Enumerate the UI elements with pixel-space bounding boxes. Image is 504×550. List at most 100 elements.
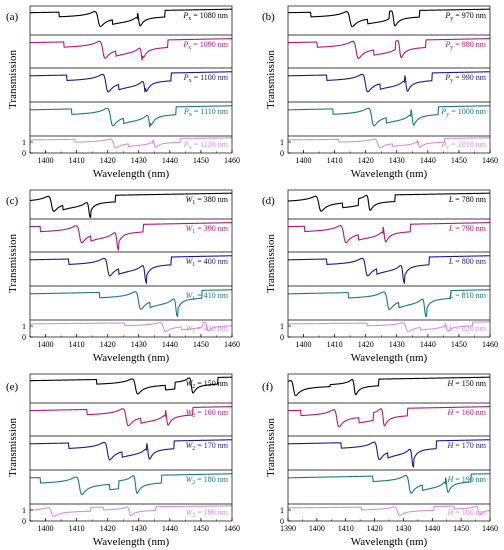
- x-axis-label: Wavelength (nm): [93, 168, 170, 180]
- y-tick-label: 1: [22, 506, 26, 515]
- series-label-3: W2 = 170 nm: [186, 441, 229, 452]
- series-line-2: [288, 38, 490, 59]
- x-tick-label: 1400: [296, 340, 312, 349]
- x-tick-label: 1420: [100, 156, 116, 165]
- series-label-3: Px = 1100 nm: [183, 73, 229, 84]
- series-label-3: H = 170 nm: [446, 441, 486, 450]
- series-label-4: L = 810 nm: [448, 291, 487, 300]
- x-axis-label: Wavelength (nm): [351, 352, 428, 364]
- panel-label: (e): [6, 381, 19, 393]
- series-line-5: [30, 137, 232, 149]
- series-line-3: [288, 255, 490, 285]
- series-label-1: W2 = 150 nm: [186, 379, 229, 390]
- series-label-4: Py = 1000 nm: [440, 107, 486, 118]
- y-tick-label: 0: [22, 149, 26, 158]
- series-label-2: W2 = 160 nm: [186, 408, 229, 419]
- x-tick-label: 1440: [162, 340, 178, 349]
- panel-c: (c) W1 = 380 nm W1 = 390 nm W1 = 400 nm W1 =…: [6, 189, 240, 364]
- series-label-1: Px = 1080 nm: [182, 11, 228, 22]
- series-label-2: H = 160 nm: [446, 408, 486, 417]
- panel-label: (b): [262, 11, 275, 23]
- series-label-2: W1 = 390 nm: [186, 224, 229, 235]
- series-label-1: H = 150 nm: [446, 379, 486, 388]
- plot-frame: [287, 189, 491, 338]
- x-tick-label: 1410: [69, 156, 85, 165]
- x-tick-label: 1420: [100, 524, 116, 533]
- y-tick-label: 1: [280, 138, 284, 147]
- y-axis-label: Transmission: [265, 50, 277, 109]
- series-label-5: W2 = 190 nm: [186, 508, 229, 519]
- series-label-4: H = 190 nm: [446, 475, 486, 484]
- series-line-5: [288, 137, 490, 149]
- y-axis-label: Transmission: [7, 234, 19, 293]
- x-tick-label: 1440: [420, 156, 436, 165]
- x-axis-label: Wavelength (nm): [93, 352, 170, 364]
- y-tick-label: 1: [22, 322, 26, 331]
- x-tick-label: 1420: [358, 156, 374, 165]
- x-tick-label: 1420: [100, 340, 116, 349]
- x-tick-label: 1410: [327, 156, 343, 165]
- series-label-3: L = 800 nm: [448, 257, 487, 266]
- series-line-4: [288, 473, 490, 494]
- x-axis-label: Wavelength (nm): [351, 536, 428, 548]
- y-tick-label: 0: [22, 333, 26, 342]
- panel-label: (d): [262, 195, 275, 207]
- x-axis-label: Wavelength (nm): [93, 536, 170, 548]
- series-label-5: H = 180 nm: [446, 508, 486, 517]
- series-line-3: [30, 439, 232, 461]
- x-tick-label: 1440: [420, 340, 436, 349]
- series-label-3: Py = 990 nm: [444, 73, 486, 84]
- series-label-2: L = 790 nm: [448, 224, 487, 233]
- x-tick-label: 1460: [482, 524, 498, 533]
- x-tick-label: 1400: [296, 156, 312, 165]
- panel-label: (a): [6, 11, 19, 23]
- x-tick-label: 1450: [193, 524, 209, 533]
- series-line-1: [288, 376, 490, 397]
- series-line-2: [288, 222, 490, 244]
- x-tick-label: 1460: [482, 340, 498, 349]
- x-tick-label: 1450: [193, 340, 209, 349]
- x-tick-label: 1450: [193, 156, 209, 165]
- series-line-5: [288, 505, 490, 517]
- y-tick-label: 0: [280, 333, 284, 342]
- x-tick-label: 1460: [482, 156, 498, 165]
- x-tick-label: 1430: [389, 156, 405, 165]
- series-line-4: [30, 105, 232, 128]
- x-tick-label: 1430: [131, 524, 147, 533]
- x-tick-label: 1430: [389, 340, 405, 349]
- x-tick-label: 1440: [162, 156, 178, 165]
- x-tick-label: 1450: [451, 340, 467, 349]
- series-label-5: Px = 1120 nm: [183, 140, 229, 151]
- series-label-1: W1 = 380 nm: [186, 195, 229, 206]
- y-axis-label: Transmission: [7, 50, 19, 109]
- panel-e: (e) W2 = 150 nm W2 = 160 nm W2 = 170 nm W2 =…: [6, 373, 240, 548]
- series-label-3: W1 = 400 nm: [186, 257, 229, 268]
- x-tick-label: 1430: [395, 524, 411, 533]
- series-line-1: [288, 8, 490, 28]
- series-label-1: Py = 970 nm: [444, 11, 486, 22]
- x-tick-label: 1410: [69, 340, 85, 349]
- x-tick-label: 1430: [131, 156, 147, 165]
- x-axis-label: Wavelength (nm): [351, 168, 428, 180]
- series-line-4: [288, 105, 490, 127]
- series-line-3: [30, 71, 232, 93]
- x-tick-label: 1450: [451, 156, 467, 165]
- plot-frame: [29, 373, 233, 522]
- series-line-5: [30, 505, 232, 518]
- x-tick-label: 1420: [358, 340, 374, 349]
- x-tick-label: 1440: [424, 524, 440, 533]
- y-axis-label: Transmission: [265, 418, 277, 477]
- panel-b: (b) Py = 970 nm Py = 980 nm Py = 990 nm Py =…: [262, 5, 498, 180]
- plot-frame: [29, 189, 233, 338]
- series-label-5: L = 820 nm: [448, 324, 487, 333]
- series-label-4: W2 = 180 nm: [186, 475, 229, 486]
- series-line-3: [288, 71, 490, 93]
- panel-d: (d) L = 780 nm L = 790 nm L = 800 nm L = 810…: [262, 189, 498, 364]
- x-tick-label: 1400: [38, 156, 54, 165]
- x-tick-label: 1440: [162, 524, 178, 533]
- y-tick-label: 1: [280, 322, 284, 331]
- series-line-2: [30, 222, 232, 251]
- series-line-5: [288, 321, 490, 333]
- x-tick-label: 1410: [327, 340, 343, 349]
- x-tick-label: 1400: [38, 524, 54, 533]
